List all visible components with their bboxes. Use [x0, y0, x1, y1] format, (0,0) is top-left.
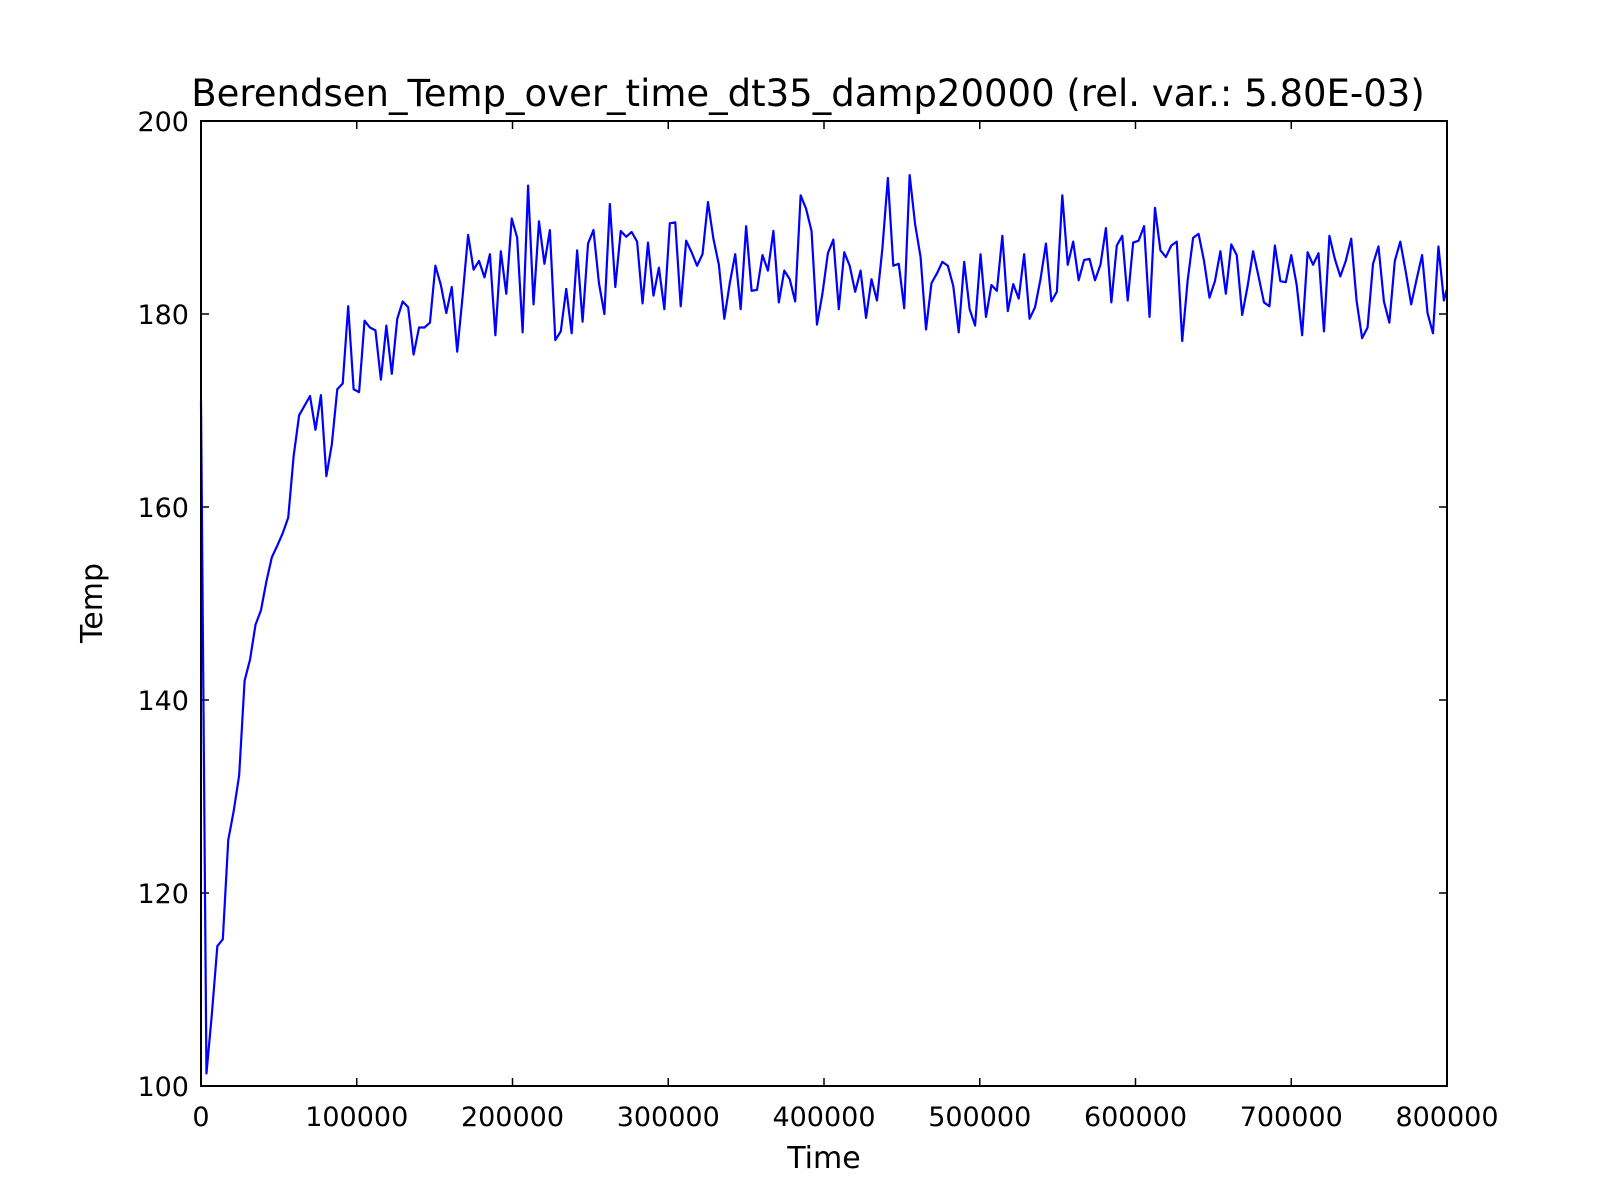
x-tick-label: 400000 [772, 1102, 875, 1133]
x-axis-label: Time [786, 1141, 860, 1176]
x-tick-label: 300000 [617, 1102, 720, 1133]
x-tick-label: 700000 [1240, 1102, 1343, 1133]
y-axis-label: Temp [75, 563, 110, 644]
y-tick-label: 140 [137, 686, 189, 717]
y-tick-label: 180 [137, 300, 189, 331]
plot-frame [200, 120, 1448, 1087]
y-tick-label: 160 [137, 493, 189, 524]
chart-title: Berendsen_Temp_over_time_dt35_damp20000 … [191, 72, 1425, 115]
y-tick-label: 120 [137, 879, 189, 910]
tick-labels-layer: 0 100000 200000 300000 400000 500000 600000 700… [137, 107, 1498, 1133]
x-tick-label: 800000 [1395, 1102, 1498, 1133]
x-tick-label: 500000 [928, 1102, 1031, 1133]
y-tick-label: 200 [137, 107, 189, 138]
ticks-layer [200, 120, 1448, 1087]
series-layer [199, 173, 1449, 1075]
x-tick-label: 600000 [1084, 1102, 1187, 1133]
series-line [199, 173, 1449, 1075]
x-tick-label: 0 [192, 1102, 209, 1133]
x-tick-label: 100000 [305, 1102, 408, 1133]
x-tick-label: 200000 [461, 1102, 564, 1133]
y-tick-label: 100 [137, 1072, 189, 1103]
